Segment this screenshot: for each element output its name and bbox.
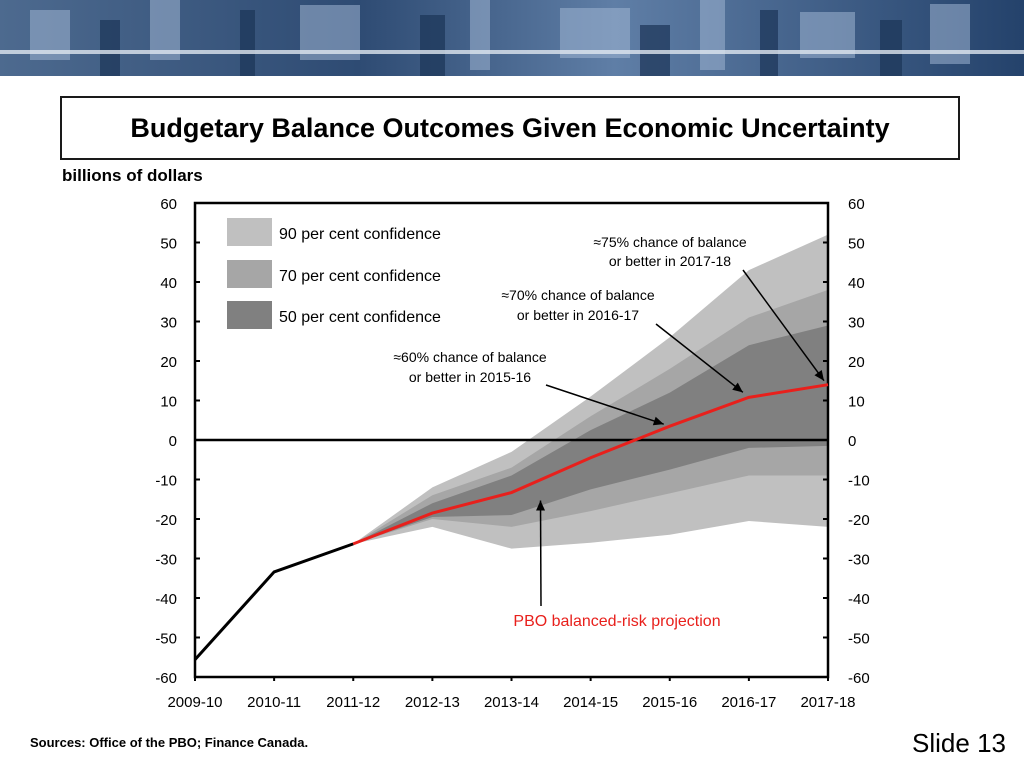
y-tick-label-right: 40 <box>848 275 865 292</box>
legend-label: 90 per cent confidence <box>279 226 441 243</box>
y-tick-label-left: 40 <box>160 275 177 292</box>
y-tick-label-left: -10 <box>155 473 177 490</box>
y-tick-label-left: -40 <box>155 591 177 608</box>
header-banner-image <box>0 0 1024 76</box>
y-tick-label-right: 60 <box>848 196 865 213</box>
series-lines <box>193 383 829 661</box>
chart-axes: 60 60 50 50 40 40 30 30 20 20 10 10 0 0 -10 -10 -20 -20 -3… <box>155 196 869 711</box>
x-tick-label: 2011-12 <box>326 694 380 711</box>
annotation-text: ≈60% chance of balance <box>393 349 546 365</box>
x-tick-label: 2009-10 <box>167 694 222 711</box>
annotation-arrowhead <box>652 416 664 426</box>
projection-arrow <box>539 500 542 607</box>
legend-swatch <box>227 301 272 329</box>
band-50-percent <box>353 325 828 544</box>
y-tick-label-left: 20 <box>160 354 177 371</box>
x-tick-label: 2010-11 <box>247 694 301 711</box>
y-tick-label-left: 0 <box>169 433 177 450</box>
y-tick-label-right: -20 <box>848 512 870 529</box>
title-box: Budgetary Balance Outcomes Given Economi… <box>60 96 960 160</box>
annotation-text: ≈75% chance of balance <box>593 234 746 250</box>
chart-annotations: ≈75% chance of balance or better in 2017-… <box>393 234 825 630</box>
x-tick-label: 2015-16 <box>642 694 697 711</box>
x-tick-label: 2012-13 <box>405 694 460 711</box>
y-tick-label-left: 60 <box>160 196 177 213</box>
y-tick-label-left: 30 <box>160 315 177 332</box>
y-tick-label-left: 50 <box>160 236 177 253</box>
y-tick-label-right: 50 <box>848 236 865 253</box>
y-tick-label-right: -40 <box>848 591 870 608</box>
annotation-arrow <box>655 323 744 393</box>
unit-label: billions of dollars <box>62 166 203 185</box>
legend-swatch <box>227 260 272 288</box>
x-tick-label: 2013-14 <box>484 694 539 711</box>
band-70-percent <box>353 289 828 544</box>
legend-label: 70 per cent confidence <box>279 268 441 285</box>
annotation-text: ≈70% chance of balance <box>501 287 654 303</box>
y-tick-label-left: -20 <box>155 512 177 529</box>
confidence-bands <box>353 234 828 549</box>
annotation-arrowhead <box>732 382 743 393</box>
sources-note: Sources: Office of the PBO; Finance Cana… <box>30 735 309 750</box>
y-tick-label-left: -50 <box>155 631 177 648</box>
annotation-text: or better in 2016-17 <box>517 307 639 323</box>
y-tick-label-right: -50 <box>848 631 870 648</box>
projection-label: PBO balanced-risk projection <box>513 613 720 630</box>
x-tick-label: 2016-17 <box>721 694 776 711</box>
legend-swatch <box>227 218 272 246</box>
annotation-arrowhead <box>814 369 824 381</box>
annotation-arrow <box>742 269 825 382</box>
projection-arrowhead <box>536 500 546 511</box>
y-tick-label-right: 20 <box>848 354 865 371</box>
y-tick-label-left: -30 <box>155 552 177 569</box>
y-tick-label-right: -10 <box>848 473 870 490</box>
annotation-text: or better in 2017-18 <box>609 253 731 269</box>
y-tick-label-right: -30 <box>848 552 870 569</box>
history-line <box>193 542 354 661</box>
projection-line <box>352 383 829 546</box>
chart-legend: 90 per cent confidence 70 per cent confid… <box>227 218 441 329</box>
legend-label: 50 per cent confidence <box>279 309 441 326</box>
x-tick-label: 2017-18 <box>800 694 855 711</box>
y-tick-label-right: 30 <box>848 315 865 332</box>
y-tick-label-right: -60 <box>848 670 870 687</box>
y-tick-label-left: 10 <box>160 394 177 411</box>
y-tick-label-left: -60 <box>155 670 177 687</box>
annotation-arrow <box>545 384 664 425</box>
annotation-text: or better in 2015-16 <box>409 369 531 385</box>
y-tick-label-right: 0 <box>848 433 856 450</box>
chart-title: Budgetary Balance Outcomes Given Economi… <box>130 112 890 143</box>
x-tick-label: 2014-15 <box>563 694 618 711</box>
y-tick-label-right: 10 <box>848 394 865 411</box>
slide-number: Slide 13 <box>912 728 1006 758</box>
